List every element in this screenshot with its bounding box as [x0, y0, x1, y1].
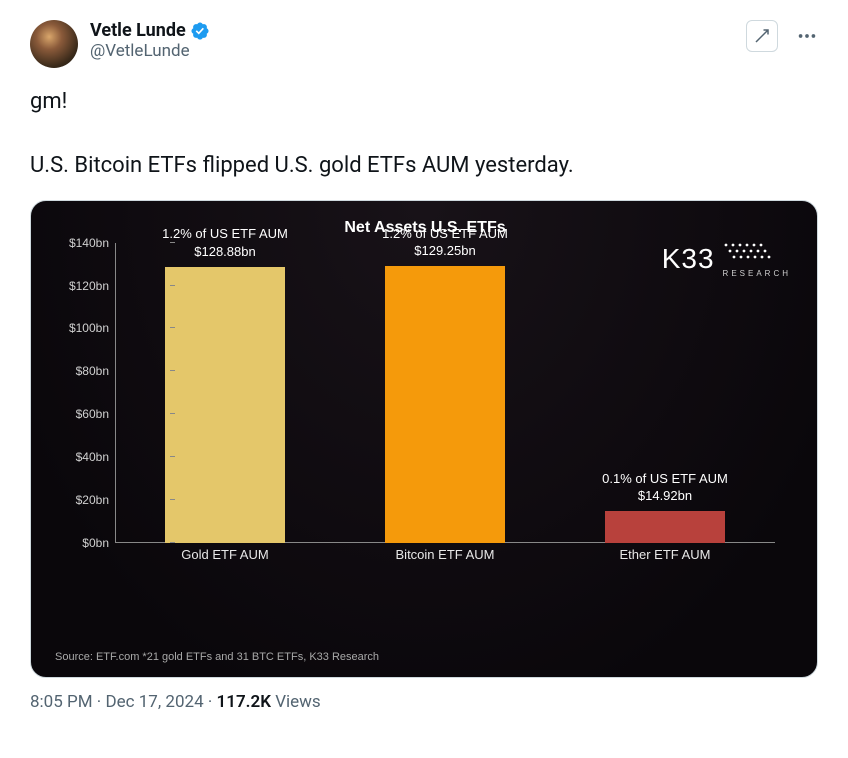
- verified-badge-icon: [190, 21, 210, 41]
- bar: [605, 511, 725, 543]
- display-name[interactable]: Vetle Lunde: [90, 20, 186, 41]
- more-icon[interactable]: [796, 25, 818, 47]
- bars-row: 1.2% of US ETF AUM$128.88bn1.2% of US ET…: [115, 243, 775, 543]
- bar-caption: 0.1% of US ETF AUM$14.92bn: [602, 470, 728, 505]
- bar: [165, 267, 285, 543]
- chart-source: Source: ETF.com *21 gold ETFs and 31 BTC…: [31, 651, 817, 677]
- bar-slot: 1.2% of US ETF AUM$128.88bn: [130, 225, 320, 542]
- chart-card: Net Assets U.S. ETFs K33 RESEARCH: [30, 200, 818, 678]
- y-tick-label: $120bn: [69, 279, 109, 293]
- x-label: Gold ETF AUM: [130, 547, 320, 573]
- y-tick-label: $140bn: [69, 236, 109, 250]
- y-tick-label: $40bn: [76, 450, 109, 464]
- avatar[interactable]: [30, 20, 78, 68]
- bar-caption: 1.2% of US ETF AUM$128.88bn: [162, 225, 288, 260]
- x-label: Bitcoin ETF AUM: [350, 547, 540, 573]
- tweet-date[interactable]: Dec 17, 2024: [105, 692, 203, 712]
- y-tick-label: $60bn: [76, 407, 109, 421]
- grok-button[interactable]: [746, 20, 778, 52]
- tweet-meta: 8:05 PM · Dec 17, 2024 · 117.2K Views: [30, 692, 818, 712]
- bar-slot: 1.2% of US ETF AUM$129.25bn: [350, 225, 540, 543]
- x-labels: Gold ETF AUM Bitcoin ETF AUM Ether ETF AUM: [115, 547, 775, 573]
- plot-area: 1.2% of US ETF AUM$128.88bn1.2% of US ET…: [115, 243, 795, 573]
- user-handle[interactable]: @VetleLunde: [90, 41, 210, 61]
- tweet-header: Vetle Lunde @VetleLunde: [30, 20, 818, 68]
- x-label: Ether ETF AUM: [570, 547, 760, 573]
- y-tick-label: $20bn: [76, 493, 109, 507]
- bar-caption: 1.2% of US ETF AUM$129.25bn: [382, 225, 508, 260]
- plot: $0bn$20bn$40bn$60bn$80bn$100bn$120bn$140…: [55, 243, 795, 603]
- views-count: 117.2K: [217, 692, 271, 712]
- y-tick-label: $0bn: [82, 536, 109, 550]
- y-tick-label: $100bn: [69, 321, 109, 335]
- bar-slot: 0.1% of US ETF AUM$14.92bn: [570, 470, 760, 543]
- tweet-text: gm! U.S. Bitcoin ETFs flipped U.S. gold …: [30, 86, 818, 182]
- bar: [385, 266, 505, 543]
- tweet-time[interactable]: 8:05 PM: [30, 692, 93, 712]
- user-block: Vetle Lunde @VetleLunde: [90, 20, 210, 61]
- y-axis: $0bn$20bn$40bn$60bn$80bn$100bn$120bn$140…: [55, 243, 115, 573]
- views-label: Views: [275, 692, 321, 712]
- y-tick-label: $80bn: [76, 364, 109, 378]
